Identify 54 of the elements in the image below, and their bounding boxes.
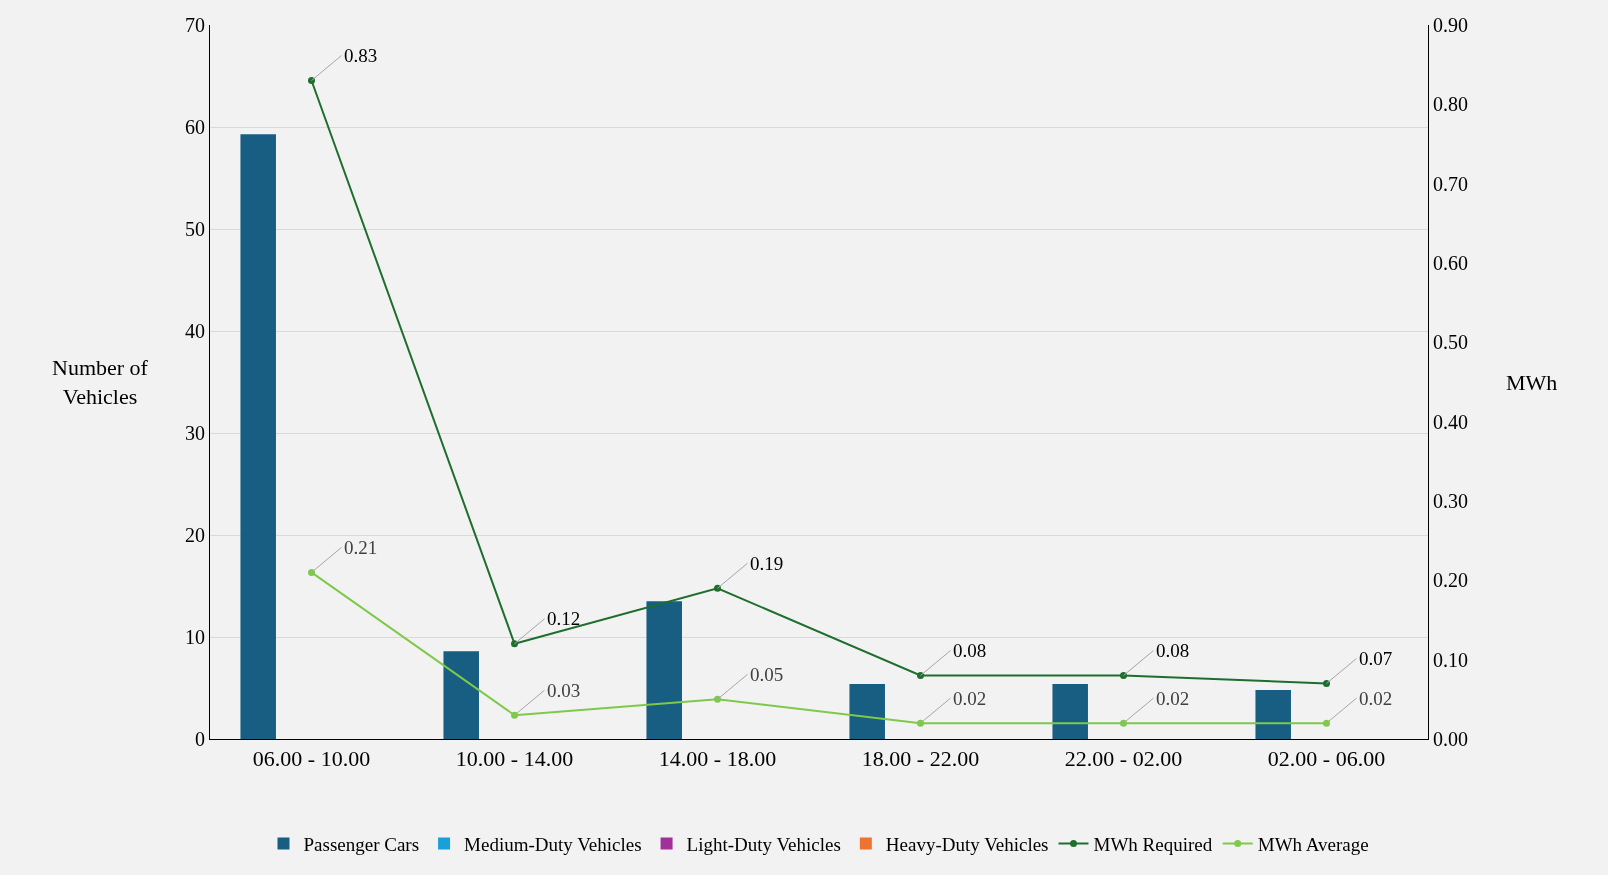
legend-label: Passenger Cars (303, 833, 420, 855)
x-tick-label: 18.00 - 22.00 (861, 746, 980, 772)
data-label: 0.02 (1156, 688, 1190, 709)
data-label: 0.12 (547, 608, 581, 629)
point (308, 568, 315, 576)
data-label: 0.02 (953, 688, 987, 709)
x-tick-label: 14.00 - 18.00 (658, 746, 777, 772)
point (714, 584, 721, 592)
data-label: 0.08 (953, 640, 987, 661)
y2-tick-label: 0.70 (1433, 172, 1468, 195)
x-tick-label: 06.00 - 10.00 (252, 746, 371, 772)
y2-axis-title: MWh (1506, 370, 1558, 395)
y2-tick-label: 0.20 (1433, 569, 1468, 592)
y2-tick-label: 0.30 (1433, 490, 1468, 512)
bar (443, 651, 479, 739)
y-tick-label: 50 (185, 218, 205, 240)
data-label: 0.19 (750, 553, 784, 574)
y-tick-label: 0 (195, 728, 205, 750)
data-label: 0.21 (344, 537, 378, 558)
bar (849, 683, 885, 739)
y-tick-label: 70 (185, 14, 205, 36)
data-label: 0.08 (1156, 640, 1190, 661)
data-label: 0.05 (750, 664, 784, 685)
bar (1255, 690, 1291, 739)
bar (240, 134, 276, 739)
y2-tick-label: 0.40 (1433, 410, 1468, 433)
y-tick-label: 20 (185, 524, 205, 546)
legend-label: MWh Required (1093, 833, 1213, 855)
bar (1052, 683, 1088, 739)
y-tick-label: 40 (185, 320, 205, 342)
legend-label: Medium-Duty Vehicles (464, 833, 642, 855)
bar (646, 601, 682, 739)
legend-label: Light-Duty Vehicles (686, 833, 841, 855)
y2-tick-label: 0.60 (1433, 252, 1468, 274)
y2-tick-label: 0.00 (1433, 728, 1468, 750)
point (1323, 679, 1330, 687)
x-tick-label: 10.00 - 14.00 (455, 746, 574, 772)
data-label: 0.03 (547, 680, 581, 701)
y-tick-label: 30 (185, 422, 205, 444)
y-tick-label: 60 (185, 116, 205, 138)
legend-label: MWh Average (1257, 833, 1369, 855)
x-tick-label: 22.00 - 02.00 (1064, 746, 1183, 772)
point (714, 695, 721, 703)
y-tick-label: 10 (185, 626, 205, 648)
legend-label: Heavy-Duty Vehicles (885, 833, 1049, 855)
data-label: 0.02 (1359, 688, 1393, 709)
y-axis-title: Number of Vehicles (52, 355, 149, 409)
data-label: 0.83 (344, 45, 378, 66)
y2-tick-label: 0.80 (1433, 93, 1468, 116)
y2-tick-label: 0.90 (1433, 14, 1468, 36)
data-label: 0.07 (1359, 648, 1393, 669)
y2-tick-label: 0.10 (1433, 648, 1468, 671)
x-tick-label: 02.00 - 06.00 (1267, 746, 1386, 772)
y2-tick-label: 0.50 (1433, 331, 1468, 354)
